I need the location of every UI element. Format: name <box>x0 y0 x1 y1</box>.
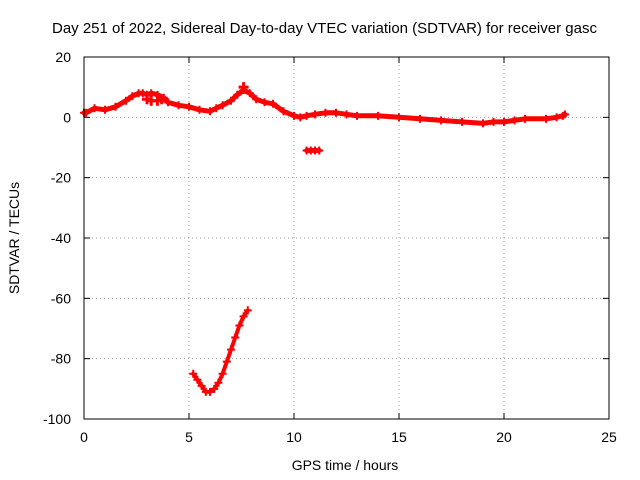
data-point <box>185 102 193 111</box>
data-point <box>290 111 298 120</box>
data-point <box>521 114 529 123</box>
data-point <box>101 105 109 114</box>
data-point <box>489 117 498 126</box>
data-point <box>128 92 137 101</box>
data-point <box>395 113 403 122</box>
data-point <box>510 116 519 125</box>
data-point <box>218 369 227 378</box>
data-point <box>227 96 235 105</box>
axis-ticks: 0 5 10 15 20 25 20 0 -20 -40 -60 -80 -100 <box>43 49 617 445</box>
data-point <box>235 321 244 330</box>
data-point <box>82 108 91 117</box>
data-point <box>193 375 202 384</box>
data-point <box>552 113 561 122</box>
y-tick-label: -80 <box>51 351 71 367</box>
data-point <box>189 369 198 378</box>
y-tick-label: -20 <box>51 170 71 186</box>
data-point <box>315 146 324 155</box>
data-point <box>542 114 550 123</box>
data-point <box>206 107 214 116</box>
data-point <box>122 96 130 105</box>
data-point <box>214 378 223 387</box>
data-point <box>479 119 487 128</box>
y-axis-label: SDTVAR / TECUs <box>6 182 22 294</box>
data-point <box>239 312 248 321</box>
data-point <box>321 108 330 117</box>
data-point <box>560 110 569 119</box>
y-tick-label: -100 <box>43 411 71 427</box>
data-point <box>227 345 235 354</box>
data-point <box>342 110 351 119</box>
data-point <box>245 89 254 98</box>
data-point <box>197 381 206 390</box>
data-point <box>437 116 445 125</box>
data-point <box>332 108 340 117</box>
y-tick-label: -40 <box>51 230 71 246</box>
data-point <box>218 101 227 110</box>
data-point <box>111 102 120 111</box>
x-tick-label: 10 <box>286 429 302 445</box>
data-point <box>212 104 221 113</box>
data-point <box>353 111 361 120</box>
data-point <box>252 95 261 104</box>
data-point <box>222 357 231 366</box>
data-point <box>238 82 249 93</box>
y-tick-label: 0 <box>63 109 71 125</box>
data-point <box>296 113 305 122</box>
data-point <box>90 104 99 113</box>
x-axis-label: GPS time / hours <box>292 457 399 473</box>
data-point <box>231 333 240 342</box>
data-point <box>243 306 252 315</box>
x-tick-label: 25 <box>601 429 617 445</box>
data-point <box>500 117 508 126</box>
data-point <box>233 90 242 99</box>
x-tick-label: 15 <box>391 429 407 445</box>
data-point <box>138 89 147 98</box>
y-tick-label: -60 <box>51 290 71 306</box>
data-point <box>311 110 319 119</box>
data-point <box>458 117 466 126</box>
data-point <box>416 114 424 123</box>
data-point <box>164 98 172 107</box>
data-point <box>206 387 214 396</box>
data-point <box>156 94 167 105</box>
data-point <box>269 99 277 108</box>
x-tick-label: 5 <box>185 429 193 445</box>
data-series <box>80 82 569 396</box>
data-point <box>195 105 204 114</box>
x-tick-label: 20 <box>496 429 512 445</box>
data-point <box>174 101 183 110</box>
data-point <box>260 98 269 107</box>
data-point <box>279 107 288 116</box>
data-point <box>302 111 311 120</box>
chart-title: Day 251 of 2022, Sidereal Day-to-day VTE… <box>52 20 597 37</box>
y-tick-label: 20 <box>55 49 71 65</box>
data-point <box>210 384 219 393</box>
x-tick-label: 0 <box>80 429 88 445</box>
data-point <box>374 111 382 120</box>
